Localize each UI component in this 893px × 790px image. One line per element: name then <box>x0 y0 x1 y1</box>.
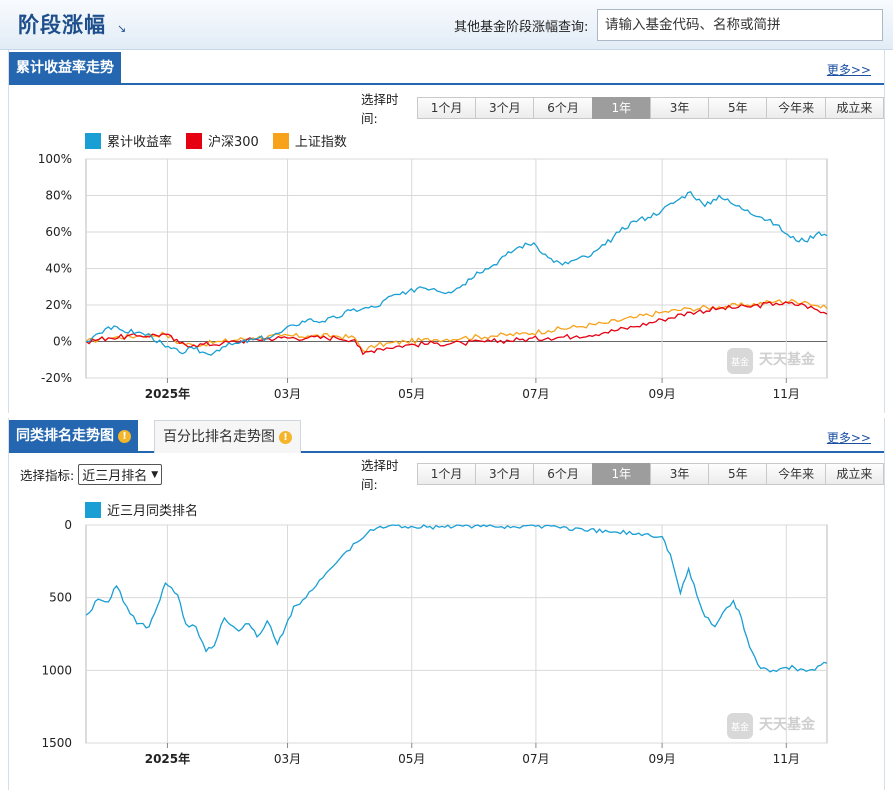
range-button-1m[interactable]: 1个月 <box>416 97 477 119</box>
legend-label: 累计收益率 <box>107 135 173 150</box>
indicator-value: 近三月排名 <box>82 469 148 484</box>
y-tick-label: 20% <box>45 298 72 312</box>
fund-search-input[interactable] <box>597 9 883 41</box>
watermark-badge: 基金 <box>731 356 749 368</box>
x-tick-label: 03月 <box>274 387 301 401</box>
info-tip-icon[interactable]: ! <box>118 429 131 443</box>
page-header: 阶段涨幅 ↘ 其他基金阶段涨幅查询: <box>0 0 893 50</box>
tab-peer-rank[interactable]: 同类排名走势图! <box>9 420 138 453</box>
range-button-since-inception[interactable]: 成立来 <box>824 463 885 485</box>
chevron-down-icon: ▼ <box>151 469 159 480</box>
y-tick-label: 0% <box>53 335 72 349</box>
series-line <box>85 301 828 356</box>
legend-swatch <box>272 132 289 149</box>
range-button-ytd[interactable]: 今年来 <box>766 97 826 119</box>
y-tick-label: 80% <box>45 189 72 203</box>
range-button-1m[interactable]: 1个月 <box>416 463 477 485</box>
legend-swatch <box>85 501 101 518</box>
legend-label: 近三月同类排名 <box>107 504 199 519</box>
time-range-label: 选择时间: <box>361 458 399 492</box>
legend-item[interactable]: 沪深300 <box>186 131 259 150</box>
tab-cumulative-return[interactable]: 累计收益率走势 <box>9 52 121 85</box>
more-link[interactable]: 更多>> <box>826 63 871 77</box>
chart2-legend: 近三月同类排名 <box>85 500 212 519</box>
range-button-ytd[interactable]: 今年来 <box>766 463 826 485</box>
range-button-3y[interactable]: 3年 <box>649 463 710 485</box>
chart1-legend: 累计收益率 沪深300 上证指数 <box>85 131 361 150</box>
section-header: 累计收益率走势 更多>> <box>9 52 884 85</box>
y-tick-label: -20% <box>41 371 72 385</box>
range-button-6m[interactable]: 6个月 <box>533 463 593 485</box>
tab-peer-rank-label: 同类排名走势图 <box>16 428 114 444</box>
legend-swatch <box>85 132 101 149</box>
time-range-selector: 选择时间: 1个月 3个月 6个月 1年 3年 5年 今年来 成立来 <box>361 458 885 492</box>
indicator-label: 选择指标: <box>20 468 75 483</box>
section-header: 同类排名走势图! 百分比排名走势图! 更多>> <box>9 420 884 453</box>
range-button-1y[interactable]: 1年 <box>591 463 651 485</box>
info-tip-icon[interactable]: ! <box>279 430 292 444</box>
peer-rank-panel: 同类排名走势图! 百分比排名走势图! 更多>> 选择指标: 近三月排名 ▼ 选择… <box>8 418 885 790</box>
title-arrow-icon[interactable]: ↘ <box>117 22 127 35</box>
watermark-brand: 天天基金 <box>759 351 816 368</box>
tab-percentile-rank-label: 百分比排名走势图 <box>163 429 275 445</box>
y-tick-label: 40% <box>45 262 72 276</box>
x-tick-label: 2025年 <box>145 386 190 401</box>
page-title: 阶段涨幅 <box>18 13 106 37</box>
range-button-3m[interactable]: 3个月 <box>475 97 535 119</box>
range-button-5y[interactable]: 5年 <box>708 97 768 119</box>
tab-percentile-rank[interactable]: 百分比排名走势图! <box>154 420 301 453</box>
cumulative-return-panel: 累计收益率走势 更多>> 选择时间: 1个月 3个月 6个月 1年 3年 5年 … <box>8 50 885 413</box>
legend-label: 沪深300 <box>208 135 259 150</box>
range-button-5y[interactable]: 5年 <box>708 463 768 485</box>
x-tick-label: 07月 <box>522 387 549 401</box>
legend-item[interactable]: 累计收益率 <box>85 131 172 150</box>
time-range-label: 选择时间: <box>361 92 399 126</box>
x-tick-label: 11月 <box>773 387 800 401</box>
time-range-selector: 选择时间: 1个月 3个月 6个月 1年 3年 5年 今年来 成立来 <box>361 92 885 126</box>
range-button-since-inception[interactable]: 成立来 <box>824 97 885 119</box>
legend-item[interactable]: 近三月同类排名 <box>85 500 198 519</box>
indicator-selector: 选择指标: 近三月排名 ▼ <box>20 464 163 485</box>
y-tick-label: 60% <box>45 225 72 239</box>
legend-swatch <box>186 132 203 149</box>
range-button-3m[interactable]: 3个月 <box>475 463 535 485</box>
x-tick-label: 09月 <box>648 387 675 401</box>
range-button-3y[interactable]: 3年 <box>649 97 710 119</box>
cumulative-return-chart: 100% 80% 60% 40% 20% 0% -20% 2025年 03月 05月 07月 09月 1… <box>38 152 828 401</box>
x-tick-label: 05月 <box>398 387 425 401</box>
legend-label: 上证指数 <box>294 135 347 150</box>
range-button-1y[interactable]: 1年 <box>591 97 651 119</box>
query-label: 其他基金阶段涨幅查询: <box>454 20 589 35</box>
indicator-dropdown[interactable]: 近三月排名 ▼ <box>78 464 163 485</box>
y-tick-label: 100% <box>38 152 72 166</box>
legend-item[interactable]: 上证指数 <box>272 131 347 150</box>
watermark-logo <box>727 348 753 374</box>
more-link[interactable]: 更多>> <box>826 431 871 445</box>
series-line <box>86 191 828 356</box>
